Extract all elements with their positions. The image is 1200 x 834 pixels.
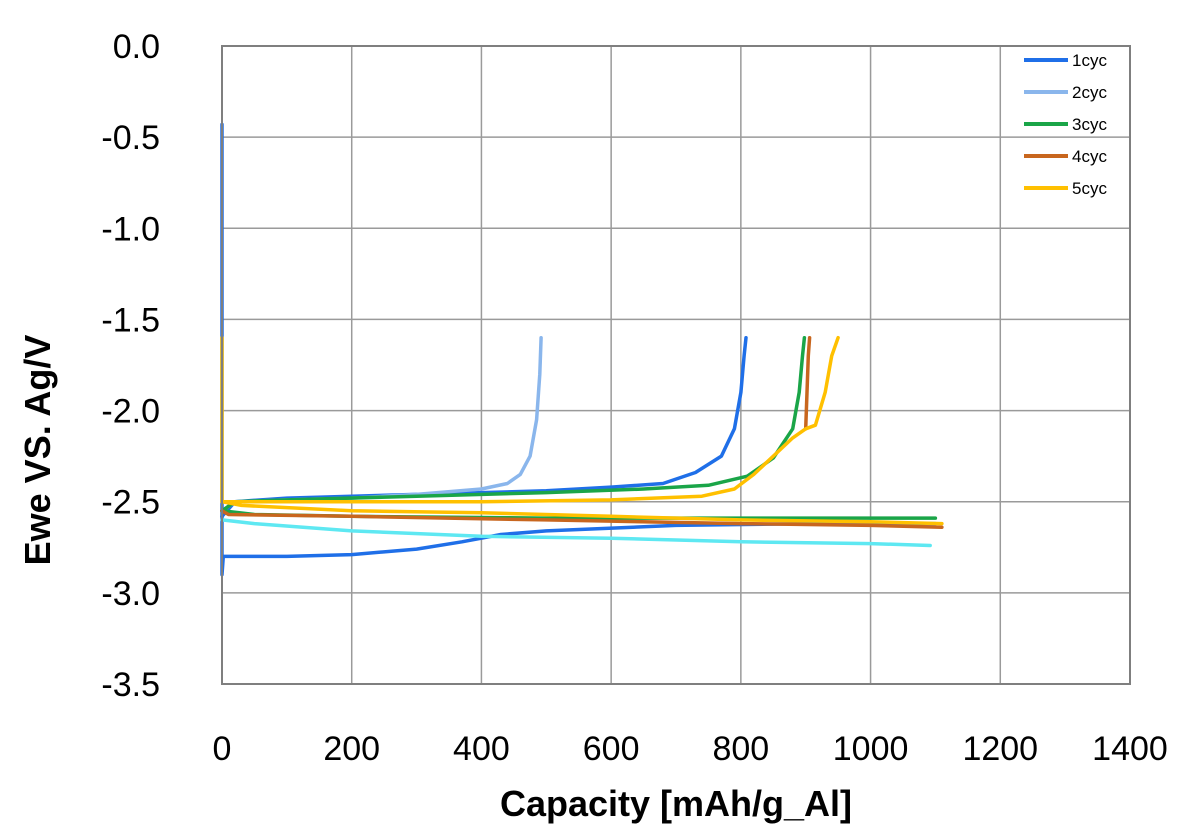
grid-lines [221,45,1131,685]
y-tick-label: -3.0 [101,575,160,613]
series-lines [220,122,944,577]
x-tick-label: 1000 [833,730,909,768]
legend-label: 3cyc [1072,115,1107,134]
plot-frame [221,45,1131,685]
legend-label: 4cyc [1072,147,1107,166]
y-tick-label: -2.0 [101,393,160,431]
series-line-s4-charge [803,335,812,431]
legend-label: 2cyc [1072,83,1107,102]
series-line-s1-discharge [220,122,938,577]
y-tick-label: -1.5 [101,301,160,339]
legend-label: 5cyc [1072,179,1107,198]
series-line-s1-charge [220,335,748,519]
series-line-s3-charge [220,335,807,513]
series-line-s2-discharge [220,518,932,548]
x-tick-label: 400 [453,730,510,768]
series-line-s5-charge [220,335,840,504]
series-line-s5-discharge [220,499,944,526]
y-tick-labels: 0.0 -0.5 -1.0 -1.5 -2.0 -2.5 -3.0 -3.5 [101,28,160,704]
x-axis-label: Capacity [mAh/g_Al] [500,783,852,824]
x-tick-label: 0 [213,730,232,768]
y-axis-label: Ewe VS. Ag/V [17,335,58,566]
x-tick-label: 200 [323,730,380,768]
x-tick-label: 800 [712,730,769,768]
y-tick-label: 0.0 [113,28,160,66]
x-tick-labels: 0 200 400 600 800 1000 1200 1400 [213,730,1168,768]
series-line-s4-discharge [220,509,944,529]
y-tick-label: -1.0 [101,210,160,248]
y-tick-label: -3.5 [101,666,160,704]
x-tick-label: 1200 [962,730,1038,768]
legend-label: 1cyc [1072,51,1107,70]
x-tick-label: 1400 [1092,730,1168,768]
legend: 1cyc 2cyc 3cyc 4cyc 5cyc [1024,51,1107,198]
y-tick-label: -2.5 [101,484,160,522]
y-tick-label: -0.5 [101,119,160,157]
x-tick-label: 600 [583,730,640,768]
